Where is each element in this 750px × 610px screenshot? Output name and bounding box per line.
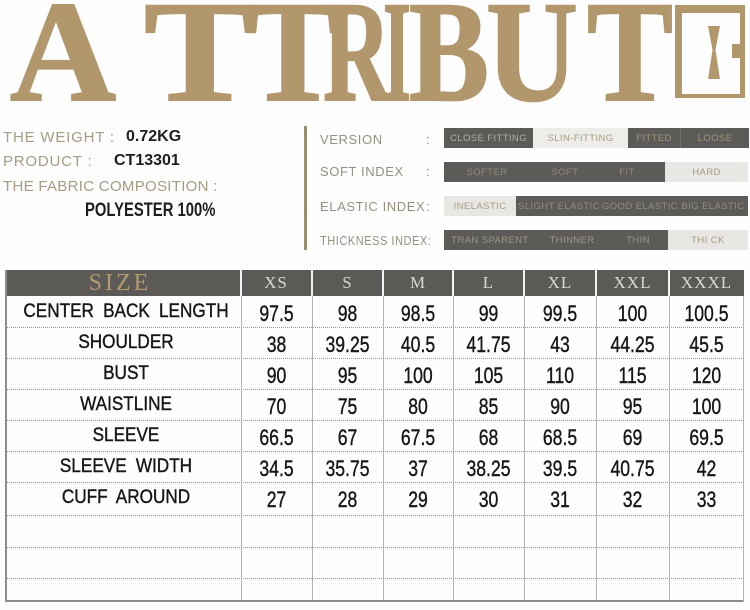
svg-text:I: I [383,0,411,120]
svg-text:R: R [323,0,392,120]
svg-text:A: A [10,0,116,120]
svg-text:T: T [247,0,339,120]
svg-text:T: T [144,0,256,120]
svg-text:U: U [486,0,578,120]
svg-text:B: B [409,0,489,120]
svg-text:T: T [587,0,673,120]
